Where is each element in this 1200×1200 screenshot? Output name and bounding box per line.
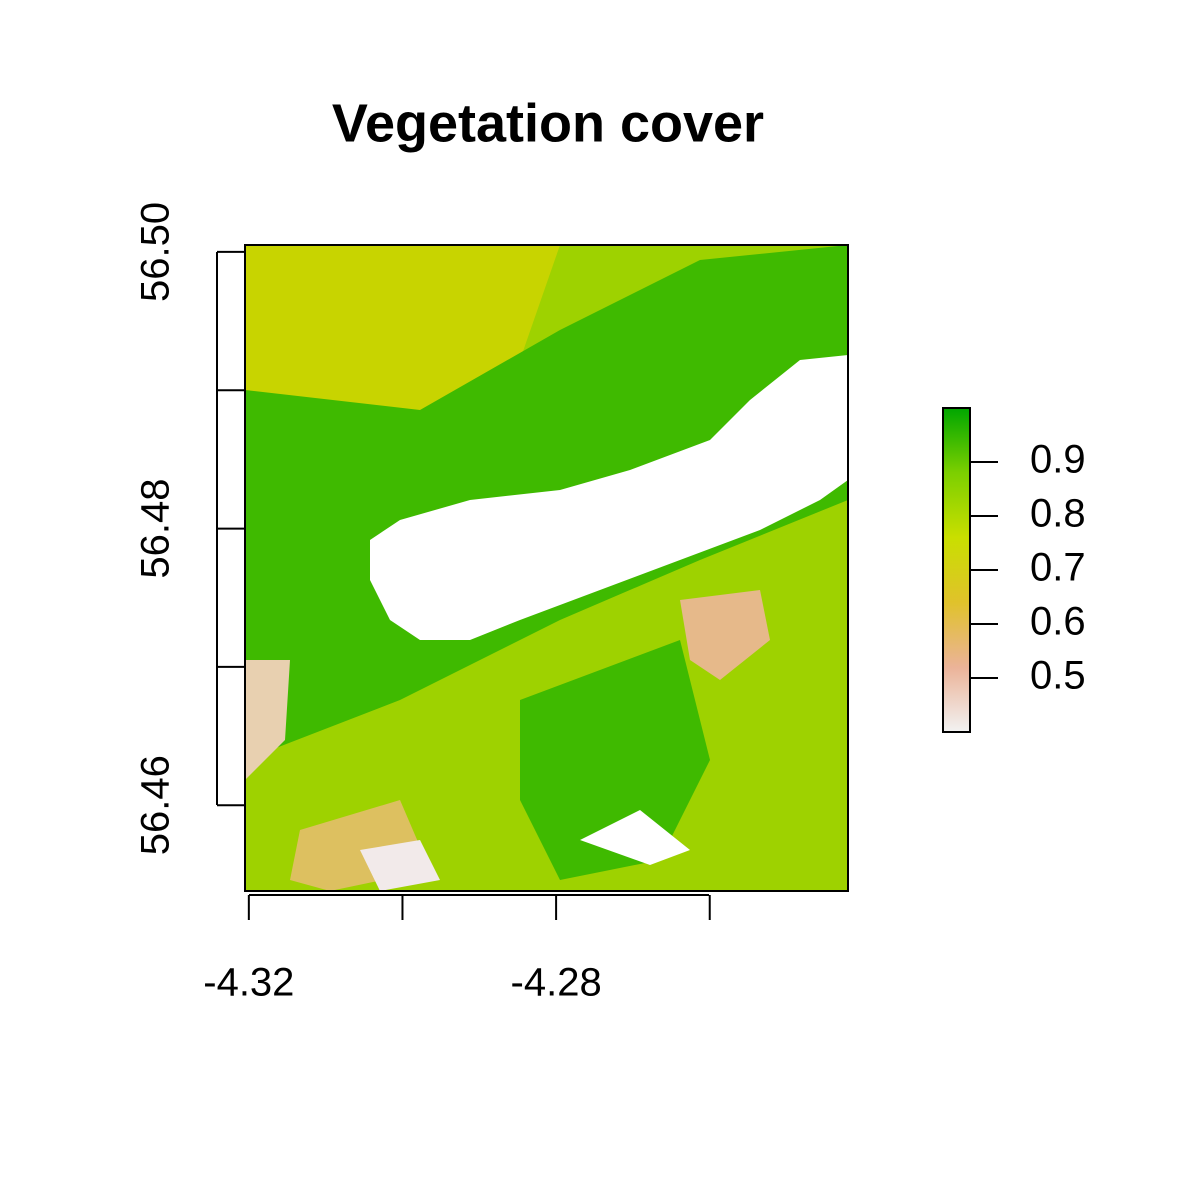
y-tick-label: 56.50	[134, 202, 178, 302]
legend-tick-label: 0.9	[1030, 438, 1086, 482]
legend-colorbar	[943, 408, 970, 732]
chart-title: Vegetation cover	[332, 93, 764, 153]
legend-tick-label: 0.8	[1030, 492, 1086, 536]
legend-tick-label: 0.7	[1030, 546, 1086, 590]
legend-tick-label: 0.5	[1030, 654, 1086, 698]
x-tick-label: -4.32	[203, 961, 294, 1005]
y-tick-label: 56.46	[134, 755, 178, 855]
x-tick-label: -4.28	[511, 961, 602, 1005]
plot-border	[244, 244, 849, 892]
legend-tick-label: 0.6	[1030, 600, 1086, 644]
y-tick-label: 56.48	[134, 479, 178, 579]
raster	[245, 245, 848, 891]
